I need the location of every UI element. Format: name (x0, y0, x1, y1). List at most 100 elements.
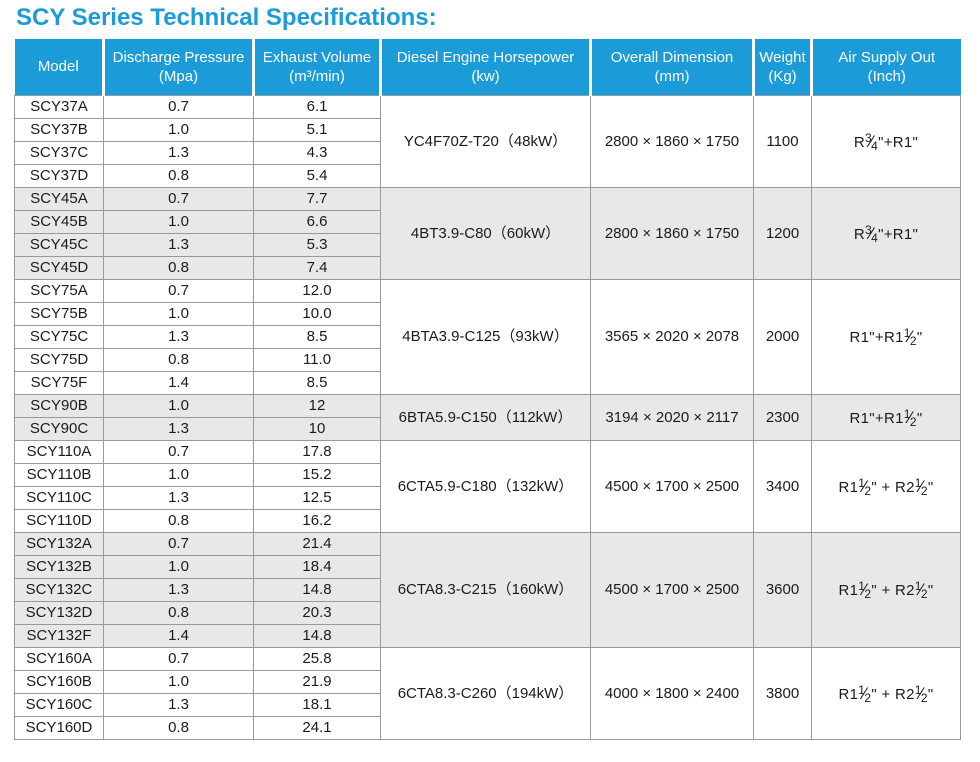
volume-cell: 12.5 (253, 486, 381, 510)
volume-cell: 15.2 (253, 463, 381, 487)
pressure-cell: 1.0 (103, 118, 254, 142)
weight-cell: 2300 (753, 394, 812, 441)
pressure-cell: 0.8 (103, 716, 254, 740)
model-cell: SCY110C (14, 486, 104, 510)
model-cell: SCY75F (14, 371, 104, 395)
pressure-cell: 1.0 (103, 394, 254, 418)
table-row: SCY132D 0.8 20.3 (14, 601, 961, 625)
pressure-cell: 1.0 (103, 555, 254, 579)
volume-cell: 16.2 (253, 509, 381, 533)
table-row: SCY132F 1.4 14.8 (14, 624, 961, 648)
volume-cell: 21.4 (253, 532, 381, 556)
pressure-cell: 1.3 (103, 141, 254, 165)
weight-cell: 1200 (753, 187, 812, 280)
volume-cell: 14.8 (253, 578, 381, 602)
model-cell: SCY37B (14, 118, 104, 142)
pressure-cell: 0.8 (103, 348, 254, 372)
engine-cell: 6CTA5.9-C180（132kW） (380, 440, 591, 533)
pressure-cell: 1.3 (103, 578, 254, 602)
table-row: SCY45D 0.8 7.4 (14, 256, 961, 280)
engine-cell: 6BTA5.9-C150（112kW） (380, 394, 591, 441)
table-row: SCY45A 0.7 7.7 4BT3.9-C80（60kW） 2800 × 1860 … (14, 187, 961, 280)
pressure-cell: 1.3 (103, 233, 254, 257)
table-body: SCY37A 0.7 6.1 YC4F70Z-T20（48kW） 2800 × 1860… (14, 95, 961, 740)
pressure-cell: 0.8 (103, 164, 254, 188)
model-cell: SCY110D (14, 509, 104, 533)
volume-cell: 14.8 (253, 624, 381, 648)
volume-cell: 6.1 (253, 95, 381, 119)
volume-cell: 4.3 (253, 141, 381, 165)
model-cell: SCY110B (14, 463, 104, 487)
table-row: SCY37D 0.8 5.4 (14, 164, 961, 188)
model-cell: SCY75A (14, 279, 104, 303)
engine-cell: 6CTA8.3-C260（194kW） (380, 647, 591, 740)
table-row: SCY90B 1.0 12 6BTA5.9-C150（112kW） 3194 × 202… (14, 394, 961, 441)
model-cell: SCY110A (14, 440, 104, 464)
pressure-cell: 0.8 (103, 601, 254, 625)
model-cell: SCY75B (14, 302, 104, 326)
pressure-cell: 1.3 (103, 486, 254, 510)
table-row: SCY75C 1.3 8.5 (14, 325, 961, 349)
weight-cell: 1100 (753, 95, 812, 188)
dimension-cell: 2800 × 1860 × 1750 (590, 187, 754, 280)
model-cell: SCY160D (14, 716, 104, 740)
table-row: SCY160A 0.7 25.8 6CTA8.3-C260（194kW） 4000 × … (14, 647, 961, 740)
model-cell: SCY45D (14, 256, 104, 280)
pressure-cell: 0.7 (103, 279, 254, 303)
column-header-model: Model (14, 39, 104, 96)
model-cell: SCY160A (14, 647, 104, 671)
volume-cell: 25.8 (253, 647, 381, 671)
air-supply-cell: R11⁄2" + R21⁄2" (811, 647, 961, 740)
dimension-cell: 3565 × 2020 × 2078 (590, 279, 754, 395)
model-cell: SCY75D (14, 348, 104, 372)
pressure-cell: 1.3 (103, 325, 254, 349)
volume-cell: 5.3 (253, 233, 381, 257)
table-row: SCY45C 1.3 5.3 (14, 233, 961, 257)
volume-cell: 18.1 (253, 693, 381, 717)
pressure-cell: 1.4 (103, 624, 254, 648)
weight-cell: 3800 (753, 647, 812, 740)
table-row: SCY75A 0.7 12.0 4BTA3.9-C125（93kW） 3565 × 20… (14, 279, 961, 395)
table-row: SCY160D 0.8 24.1 (14, 716, 961, 740)
air-supply-cell: R11⁄2" + R21⁄2" (811, 532, 961, 648)
column-header-dimension: Overall Dimension (mm) (589, 39, 754, 96)
pressure-cell: 1.0 (103, 302, 254, 326)
model-cell: SCY37A (14, 95, 104, 119)
pressure-cell: 1.3 (103, 693, 254, 717)
weight-cell: 3600 (753, 532, 812, 648)
table-row: SCY37A 0.7 6.1 YC4F70Z-T20（48kW） 2800 × 1860… (14, 95, 961, 188)
air-supply-cell: R3⁄4"+R1" (811, 95, 961, 188)
pressure-cell: 0.7 (103, 440, 254, 464)
table-row: SCY132C 1.3 14.8 (14, 578, 961, 602)
pressure-cell: 1.3 (103, 417, 254, 441)
air-supply-cell: R3⁄4"+R1" (811, 187, 961, 280)
volume-cell: 7.4 (253, 256, 381, 280)
header-row: Model Discharge Pressure (Mpa) Exhaust Volu… (14, 39, 961, 96)
volume-cell: 10.0 (253, 302, 381, 326)
pressure-cell: 0.8 (103, 256, 254, 280)
dimension-cell: 2800 × 1860 × 1750 (590, 95, 754, 188)
volume-cell: 7.7 (253, 187, 381, 211)
table-row: SCY75B 1.0 10.0 (14, 302, 961, 326)
pressure-cell: 0.8 (103, 509, 254, 533)
column-header-engine: Diesel Engine Horsepower (kw) (379, 39, 591, 96)
volume-cell: 21.9 (253, 670, 381, 694)
volume-cell: 12.0 (253, 279, 381, 303)
pressure-cell: 1.0 (103, 463, 254, 487)
model-cell: SCY45B (14, 210, 104, 234)
weight-cell: 3400 (753, 440, 812, 533)
volume-cell: 6.6 (253, 210, 381, 234)
model-cell: SCY90B (14, 394, 104, 418)
volume-cell: 10 (253, 417, 381, 441)
volume-cell: 11.0 (253, 348, 381, 372)
volume-cell: 18.4 (253, 555, 381, 579)
model-cell: SCY132C (14, 578, 104, 602)
weight-cell: 2000 (753, 279, 812, 395)
table-row: SCY45B 1.0 6.6 (14, 210, 961, 234)
pressure-cell: 1.0 (103, 670, 254, 694)
table-row: SCY75F 1.4 8.5 (14, 371, 961, 395)
air-supply-cell: R11⁄2" + R21⁄2" (811, 440, 961, 533)
table-row: SCY160C 1.3 18.1 (14, 693, 961, 717)
table-row: SCY75D 0.8 11.0 (14, 348, 961, 372)
